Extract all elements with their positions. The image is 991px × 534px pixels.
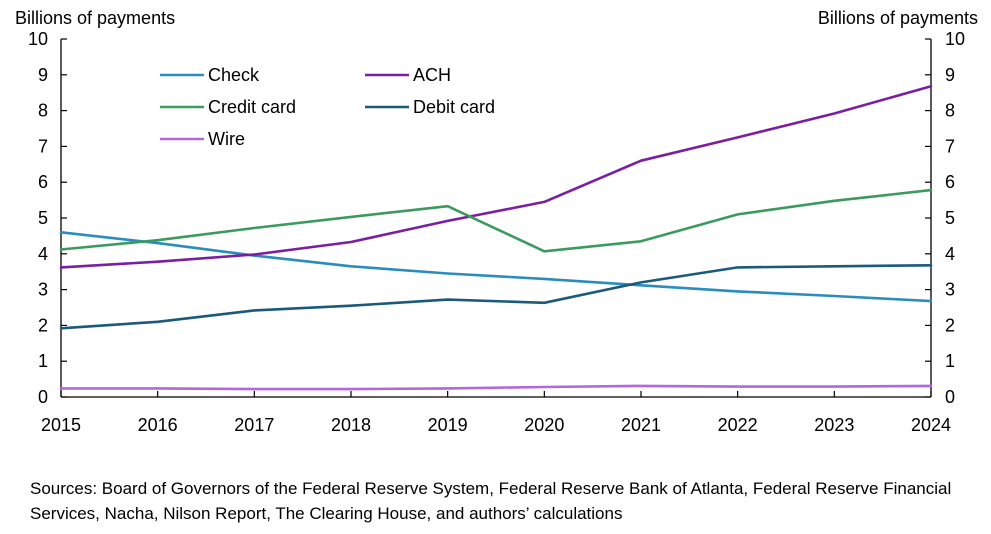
source-note: Sources: Board of Governors of the Feder…	[30, 479, 952, 523]
y-tick-label-left: 2	[38, 315, 48, 335]
axes: 0 0 1 1 2 2 3 3 4 4 5 5 6 6 7 7 8 8 9 9 10 10 2015 2016 2017 2018…	[28, 29, 965, 435]
y-tick-label-right: 7	[945, 136, 955, 156]
x-tick-label: 2019	[428, 415, 468, 435]
y-tick-label-right: 3	[945, 280, 955, 300]
y-tick-label-left: 10	[28, 29, 48, 49]
legend-label-check: Check	[208, 65, 260, 85]
x-tick-label: 2023	[814, 415, 854, 435]
y-tick-label-right: 0	[945, 387, 955, 407]
y-tick-label-left: 9	[38, 65, 48, 85]
series-lines	[59, 85, 933, 391]
x-tick-label: 2018	[331, 415, 371, 435]
series-line-credit-card	[59, 188, 933, 253]
x-tick-label: 2021	[621, 415, 661, 435]
y-tick-label-left: 7	[38, 136, 48, 156]
series-line-debit-card	[59, 263, 933, 330]
y-tick-label-right: 10	[945, 29, 965, 49]
y-tick-label-left: 3	[38, 280, 48, 300]
y-tick-label-right: 4	[945, 244, 955, 264]
y-tick-label-right: 5	[945, 208, 955, 228]
x-tick-label: 2024	[911, 415, 951, 435]
x-tick-label: 2015	[41, 415, 81, 435]
x-tick-label: 2017	[234, 415, 274, 435]
payments-line-chart: Billions of payments Billions of payment…	[15, 8, 978, 435]
legend: Check ACH Credit card Debit card Wire	[160, 65, 495, 149]
series-line-ach	[59, 85, 933, 269]
left-axis-title: Billions of payments	[15, 8, 175, 28]
y-tick-label-right: 6	[945, 172, 955, 192]
y-tick-label-left: 4	[38, 244, 48, 264]
y-tick-label-left: 0	[38, 387, 48, 407]
legend-label-ach: ACH	[413, 65, 451, 85]
y-tick-label-left: 5	[38, 208, 48, 228]
legend-label-wire: Wire	[208, 129, 245, 149]
y-tick-label-right: 1	[945, 351, 955, 371]
y-tick-label-right: 2	[945, 315, 955, 335]
x-tick-label: 2022	[718, 415, 758, 435]
x-tick-label: 2020	[524, 415, 564, 435]
series-line-wire	[59, 384, 933, 391]
y-tick-label-left: 1	[38, 351, 48, 371]
y-tick-label-left: 6	[38, 172, 48, 192]
y-tick-label-right: 8	[945, 101, 955, 121]
y-tick-label-left: 8	[38, 101, 48, 121]
legend-label-credit-card: Credit card	[208, 97, 296, 117]
series-line-check	[59, 231, 933, 303]
y-tick-label-right: 9	[945, 65, 955, 85]
x-tick-label: 2016	[138, 415, 178, 435]
legend-label-debit-card: Debit card	[413, 97, 495, 117]
right-axis-title: Billions of payments	[818, 8, 978, 28]
